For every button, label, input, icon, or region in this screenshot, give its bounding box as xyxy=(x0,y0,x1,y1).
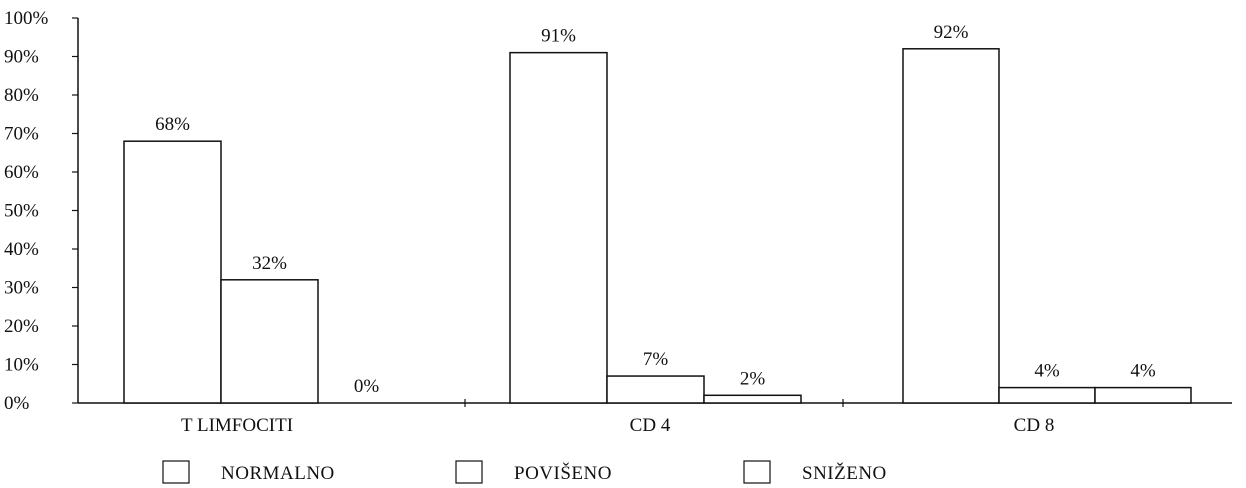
y-tick-label: 100% xyxy=(4,8,49,29)
data-labels: 68% 32% 0% 91% 7% 2% 92% 4% 4% xyxy=(155,22,1156,397)
data-label: 92% xyxy=(934,22,969,43)
y-tick-label: 70% xyxy=(4,124,39,145)
bar-normalno-1 xyxy=(123,140,222,404)
legend-label: POVIŠENO xyxy=(514,462,612,484)
data-label: 2% xyxy=(740,368,766,389)
y-tick-label: 60% xyxy=(4,162,39,183)
y-tick-label: 10% xyxy=(4,355,39,376)
y-tick-label: 30% xyxy=(4,278,39,299)
category-label: CD 4 xyxy=(630,415,671,436)
y-tick-label: 50% xyxy=(4,201,39,222)
y-tick-label: 80% xyxy=(4,85,39,106)
bar-povišeno-1 xyxy=(220,279,319,404)
bar-sniženo-3 xyxy=(1094,386,1192,404)
bars xyxy=(123,48,1192,404)
bar-sniženo-2 xyxy=(703,394,802,404)
y-tick-label: 20% xyxy=(4,316,39,337)
data-label: 7% xyxy=(643,349,669,370)
data-label: 0% xyxy=(354,376,380,397)
legend: NORMALNO POVIŠENO SNIŽENO xyxy=(162,460,887,484)
bar-normalno-3 xyxy=(902,48,1000,404)
y-tick-label: 0% xyxy=(4,393,30,414)
legend-label: NORMALNO xyxy=(221,463,335,484)
data-label: 32% xyxy=(252,253,287,274)
bar-povišeno-3 xyxy=(998,386,1096,404)
y-tick-label: 90% xyxy=(4,47,39,68)
category-label: CD 8 xyxy=(1014,415,1055,436)
legend-label: SNIŽENO xyxy=(802,462,887,484)
category-labels: T LIMFOCITI CD 4 CD 8 xyxy=(181,415,1054,436)
bar-normalno-2 xyxy=(509,51,608,404)
y-axis: 0% 10% 20% 30% 40% 50% 60% 70% 80% 90% 100% xyxy=(4,8,79,414)
legend-swatch xyxy=(162,460,190,484)
data-label: 91% xyxy=(541,26,576,47)
data-label: 68% xyxy=(155,114,190,135)
legend-swatch xyxy=(743,460,771,484)
data-label: 4% xyxy=(1130,361,1156,382)
legend-swatch xyxy=(455,460,483,484)
data-label: 4% xyxy=(1034,361,1060,382)
y-tick-label: 40% xyxy=(4,239,39,260)
bar-povišeno-2 xyxy=(606,375,705,404)
category-label: T LIMFOCITI xyxy=(181,415,293,436)
